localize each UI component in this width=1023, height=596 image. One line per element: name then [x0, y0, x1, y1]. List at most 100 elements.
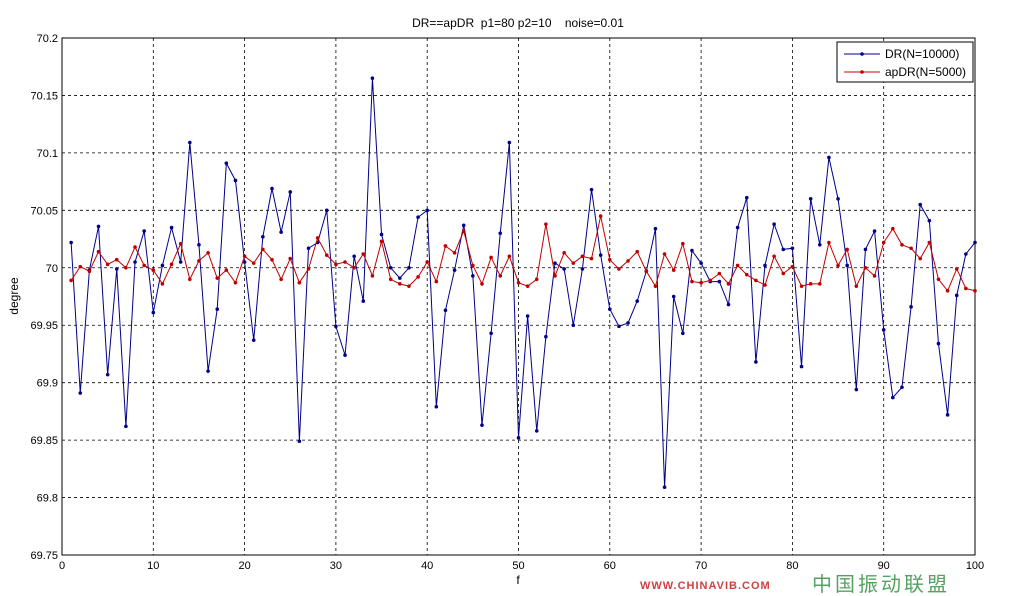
watermark-logo-text: 中国振动联盟 [812, 572, 950, 596]
data-point [854, 284, 859, 288]
x-tick-label: 60 [604, 560, 616, 572]
data-point [808, 197, 813, 201]
data-point [206, 369, 210, 373]
data-point [224, 268, 229, 272]
data-point [635, 299, 639, 303]
data-point [681, 241, 685, 246]
data-point [589, 256, 594, 261]
y-tick-label: 70.2 [37, 33, 58, 45]
data-point [799, 364, 804, 369]
data-point [735, 225, 740, 230]
data-point [279, 230, 283, 234]
data-point [270, 257, 274, 262]
data-point [571, 323, 576, 328]
data-point [434, 404, 439, 409]
x-tick-label: 90 [878, 560, 890, 572]
data-point [480, 282, 484, 286]
tick-labels: 0 10 20 30 40 50 60 70 80 90 100 69.75 69.8 69.85 69.9… [30, 33, 984, 572]
y-tick-label: 69.95 [30, 320, 58, 332]
data-point [534, 277, 539, 282]
data-point [964, 252, 968, 256]
data-point [544, 334, 548, 339]
data-point [608, 257, 612, 262]
data-point [471, 263, 475, 268]
data-point [96, 224, 101, 229]
data-point [407, 265, 411, 270]
x-axis-label: f [516, 573, 520, 587]
data-point [954, 267, 959, 271]
data-point [954, 293, 959, 298]
data-point [452, 268, 457, 272]
y-tick-label: 69.9 [37, 378, 58, 390]
data-point [544, 222, 548, 226]
data-point [690, 248, 694, 253]
data-point [635, 249, 639, 254]
data-point [891, 395, 895, 400]
data-point [891, 226, 895, 231]
data-point [918, 202, 923, 207]
data-point [169, 262, 174, 267]
data-point [553, 261, 557, 265]
x-tick-label: 70 [695, 560, 707, 572]
data-point [553, 274, 557, 278]
data-point [781, 247, 786, 252]
data-point [206, 251, 210, 255]
data-point [324, 208, 329, 213]
data-point [288, 190, 293, 194]
data-point [416, 215, 420, 220]
data-point [626, 321, 630, 325]
data-point [863, 265, 868, 270]
data-point [270, 186, 274, 191]
data-point [233, 280, 238, 285]
data-point [744, 272, 749, 277]
x-tick-label: 100 [966, 560, 984, 572]
legend-box [836, 41, 974, 83]
data-point [370, 76, 375, 81]
data-point [233, 178, 238, 183]
data-point [251, 338, 256, 342]
data-point [96, 249, 101, 254]
data-point [288, 256, 293, 261]
y-tick-label: 70.1 [37, 148, 58, 160]
data-point [708, 278, 713, 283]
data-point [151, 268, 156, 272]
data-point [763, 283, 767, 287]
legend-marker-dr [860, 52, 864, 56]
data-point [973, 288, 977, 293]
legend: DR(N=10000) apDR(N=5000) [836, 41, 974, 83]
data-point [461, 223, 466, 228]
data-point [279, 277, 283, 282]
data-point [197, 243, 201, 247]
data-point [69, 278, 73, 283]
x-tick-label: 10 [147, 560, 159, 572]
data-point [151, 310, 156, 315]
series-apdr [69, 214, 977, 293]
data-point [133, 260, 137, 264]
data-point [87, 269, 92, 274]
data-point [699, 280, 703, 285]
data-point [178, 241, 183, 246]
data-point [398, 282, 402, 286]
data-point [845, 263, 849, 268]
data-point [525, 314, 530, 318]
data-point [580, 254, 585, 259]
plot-area-frame [61, 37, 976, 556]
data-point [434, 279, 439, 284]
data-point [598, 253, 603, 257]
data-point [188, 277, 192, 282]
data-point [388, 277, 393, 282]
data-point [881, 240, 886, 245]
data-point [261, 234, 265, 239]
data-point [671, 294, 676, 299]
data-point [361, 252, 366, 256]
data-point [626, 259, 630, 263]
y-tick-label: 69.8 [37, 493, 58, 505]
data-point [653, 226, 658, 231]
data-point [845, 247, 849, 252]
data-point [324, 253, 329, 257]
data-point [717, 279, 722, 284]
data-point [763, 263, 767, 268]
x-tick-label: 30 [330, 560, 342, 572]
data-point [909, 305, 913, 309]
data-point [507, 140, 512, 145]
